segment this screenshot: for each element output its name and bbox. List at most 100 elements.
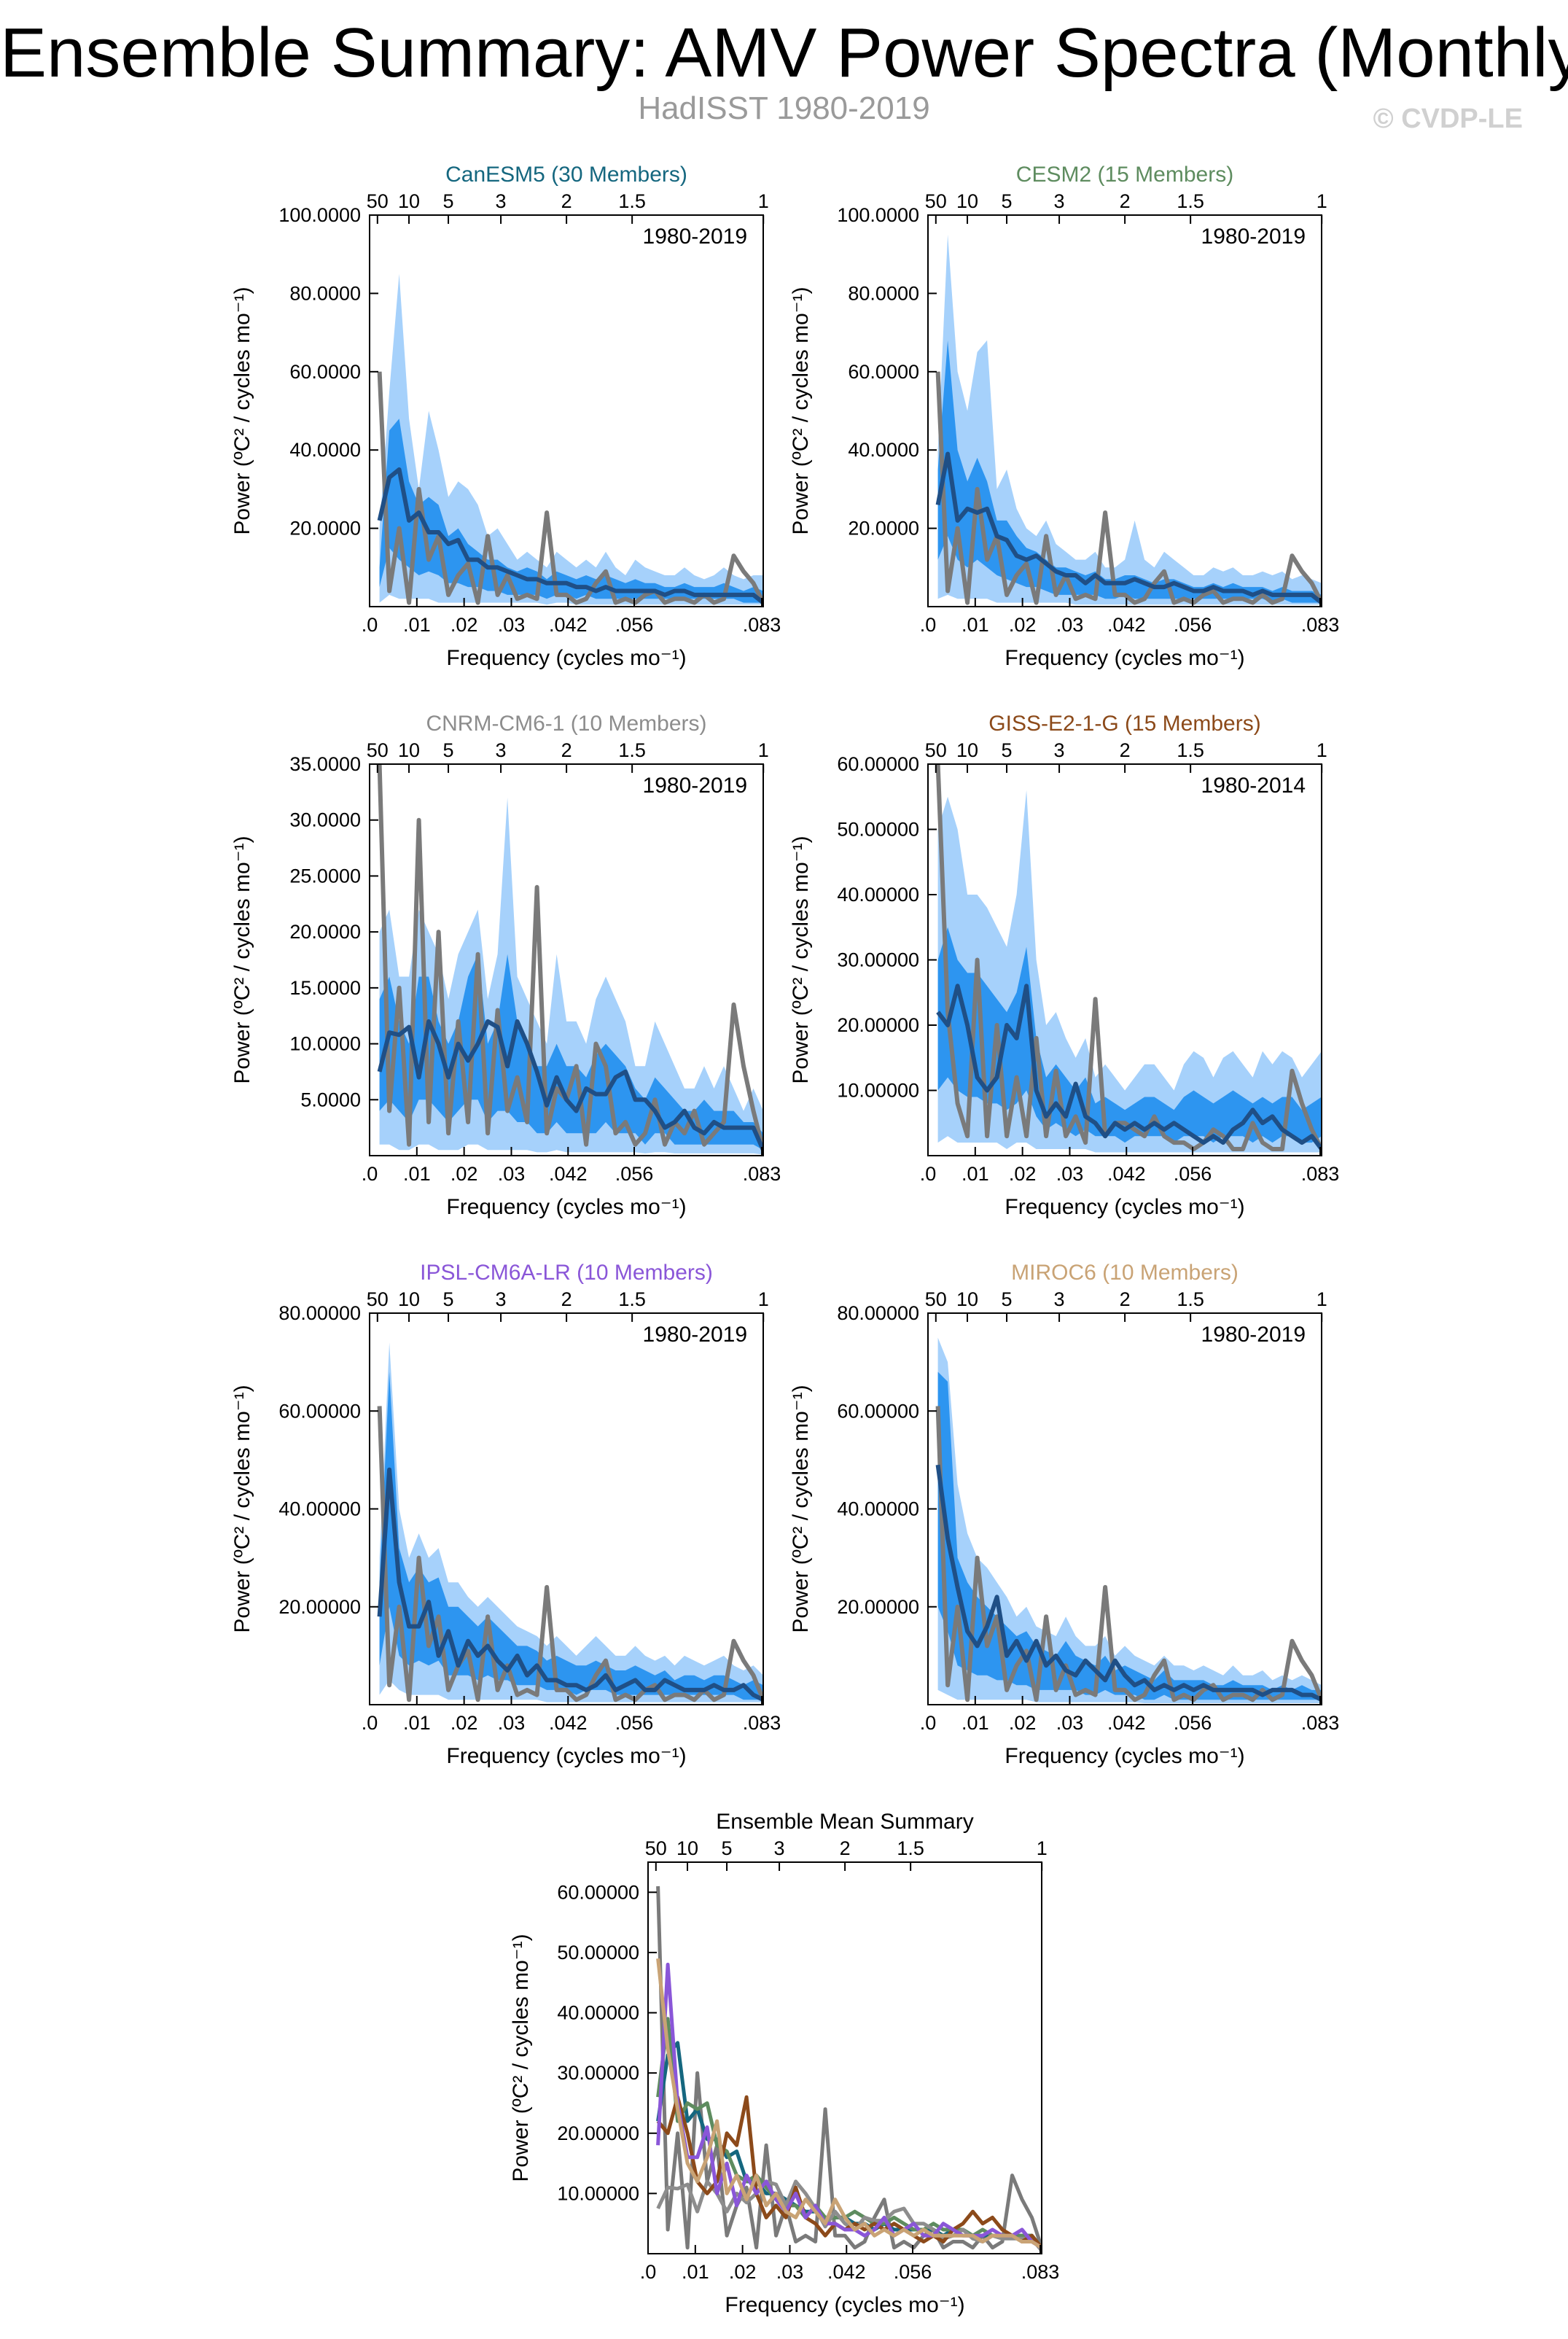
y-tick-label: 40.00000	[557, 2002, 639, 2024]
period-tick-label: 10	[956, 1288, 978, 1310]
x-tick-label: .083	[743, 614, 781, 636]
observed-spectrum-line	[377, 1406, 763, 1702]
x-tick-label: .042	[1107, 614, 1146, 636]
period-tick-label: 1.5	[1177, 739, 1204, 761]
period-tick-label: 50	[925, 190, 947, 212]
y-tick-label: 60.00000	[557, 1881, 639, 1903]
x-tick-label: .056	[615, 1163, 654, 1185]
period-tick-label: 3	[496, 739, 507, 761]
period-tick-label: 2	[561, 739, 572, 761]
y-tick-label: 20.00000	[837, 1014, 919, 1036]
panel-title: CESM2 (15 Members)	[1016, 163, 1233, 187]
x-tick-label: .03	[1056, 1712, 1084, 1734]
period-tick-label: 1.5	[1177, 190, 1204, 212]
x-tick-label: .02	[1009, 1163, 1037, 1185]
y-tick-label: 60.0000	[289, 361, 361, 383]
y-axis-label: Power (ºC² / cycles mo⁻¹)	[230, 836, 254, 1083]
period-label: 1980-2019	[643, 774, 747, 798]
chart-panel-giss-e2-1-g-15-members: .0 .01 .02 .03 .042 .056 .083 50 10 5 3 2 1.5 1 10.000…	[789, 712, 1339, 1219]
x-tick-label: .03	[776, 2261, 804, 2283]
y-tick-label: 40.00000	[837, 1498, 919, 1520]
x-tick-label: .03	[498, 1163, 526, 1185]
y-axis-label: Power (ºC² / cycles mo⁻¹)	[789, 287, 813, 534]
x-tick-label: .02	[1009, 1712, 1037, 1734]
y-tick-label: 25.0000	[289, 865, 361, 887]
y-tick-label: 40.0000	[848, 439, 919, 461]
x-tick-label: .03	[498, 614, 526, 636]
y-tick-label: 20.0000	[289, 518, 361, 540]
y-axis-label: Power (ºC² / cycles mo⁻¹)	[230, 1385, 254, 1632]
period-tick-label: 3	[1054, 1288, 1065, 1310]
period-tick-label: 50	[367, 739, 389, 761]
x-axis-label: Frequency (cycles mo⁻¹)	[1005, 1744, 1244, 1768]
x-tick-label: .03	[498, 1712, 526, 1734]
panel-title: IPSL-CM6A-LR (10 Members)	[420, 1261, 713, 1285]
x-axis-label: Frequency (cycles mo⁻¹)	[725, 2293, 964, 2317]
y-tick-label: 50.00000	[557, 1942, 639, 1964]
x-tick-label: .083	[743, 1163, 781, 1185]
series-line-miroc6	[656, 1958, 1042, 2249]
x-tick-label: .0	[640, 2261, 657, 2283]
period-tick-label: 2	[561, 1288, 572, 1310]
ensemble-mean-line	[935, 451, 1322, 604]
x-tick-label: .083	[1301, 1712, 1340, 1734]
chart-panel-ipsl-cm6a-lr-10-members: .0 .01 .02 .03 .042 .056 .083 50 10 5 3 2 1.5 1 20.000…	[230, 1261, 781, 1768]
y-tick-label: 100.0000	[837, 204, 919, 226]
x-tick-label: .056	[1174, 1712, 1212, 1734]
ensemble-inner-band	[937, 1371, 1322, 1700]
y-tick-label: 50.00000	[837, 819, 919, 841]
panel-title: CNRM-CM6-1 (10 Members)	[426, 712, 706, 736]
y-axis-label: Power (ºC² / cycles mo⁻¹)	[789, 1385, 813, 1632]
x-tick-label: .042	[549, 614, 588, 636]
plot-area	[377, 764, 763, 1155]
y-tick-label: 60.00000	[278, 1400, 361, 1422]
x-tick-label: .01	[962, 1712, 989, 1734]
observed-spectrum-line	[935, 371, 1322, 605]
y-tick-label: 20.0000	[848, 518, 919, 540]
y-tick-label: 10.0000	[289, 1033, 361, 1055]
x-tick-label: .0	[362, 1712, 378, 1734]
x-tick-label: .056	[894, 2261, 932, 2283]
x-tick-label: .083	[743, 1712, 781, 1734]
x-tick-label: .056	[615, 614, 654, 636]
x-axis-label: Frequency (cycles mo⁻¹)	[446, 1744, 686, 1768]
period-tick-label: 5	[1002, 739, 1013, 761]
x-tick-label: .02	[450, 1163, 478, 1185]
period-tick-label: 3	[496, 1288, 507, 1310]
x-tick-label: .01	[403, 1163, 431, 1185]
y-tick-label: 60.0000	[848, 361, 919, 383]
x-tick-label: .03	[1056, 614, 1084, 636]
x-tick-label: .02	[1009, 614, 1037, 636]
plot-area	[935, 764, 1322, 1153]
x-tick-label: .02	[450, 614, 478, 636]
period-tick-label: 3	[1054, 190, 1065, 212]
ensemble-outer-band	[379, 273, 763, 605]
x-tick-label: .03	[1056, 1163, 1084, 1185]
y-axis-label: Power (ºC² / cycles mo⁻¹)	[509, 1934, 533, 2182]
ensemble-mean-line	[377, 467, 763, 604]
x-tick-label: .083	[1301, 614, 1340, 636]
plot-area	[935, 1337, 1322, 1703]
y-tick-label: 20.00000	[278, 1596, 361, 1618]
chart-panel-miroc6-10-members: .0 .01 .02 .03 .042 .056 .083 50 10 5 3 2 1.5 1 20.000…	[789, 1261, 1339, 1768]
panel-title: Ensemble Mean Summary	[716, 1810, 973, 1834]
x-tick-label: .01	[403, 1712, 431, 1734]
y-axis-label: Power (ºC² / cycles mo⁻¹)	[230, 287, 254, 534]
x-tick-label: .083	[1301, 1163, 1340, 1185]
page-title: Ensemble Summary: AMV Power Spectra (Mon…	[0, 14, 1568, 92]
series-line-ipsl-cm6a-lr	[656, 1962, 1042, 2249]
y-axis-label: Power (ºC² / cycles mo⁻¹)	[789, 836, 813, 1083]
ensemble-outer-band	[379, 1342, 763, 1702]
x-tick-label: .01	[403, 614, 431, 636]
period-tick-label: 3	[774, 1837, 785, 1859]
watermark: © CVDP-LE	[1373, 104, 1523, 134]
period-tick-label: 5	[1002, 190, 1013, 212]
period-label: 1980-2019	[643, 225, 747, 249]
x-tick-label: .02	[450, 1712, 478, 1734]
x-axis-label: Frequency (cycles mo⁻¹)	[1005, 1195, 1244, 1219]
y-tick-label: 20.00000	[557, 2122, 639, 2144]
period-tick-label: 3	[1054, 739, 1065, 761]
period-tick-label: 5	[443, 739, 454, 761]
x-tick-label: .056	[615, 1712, 654, 1734]
